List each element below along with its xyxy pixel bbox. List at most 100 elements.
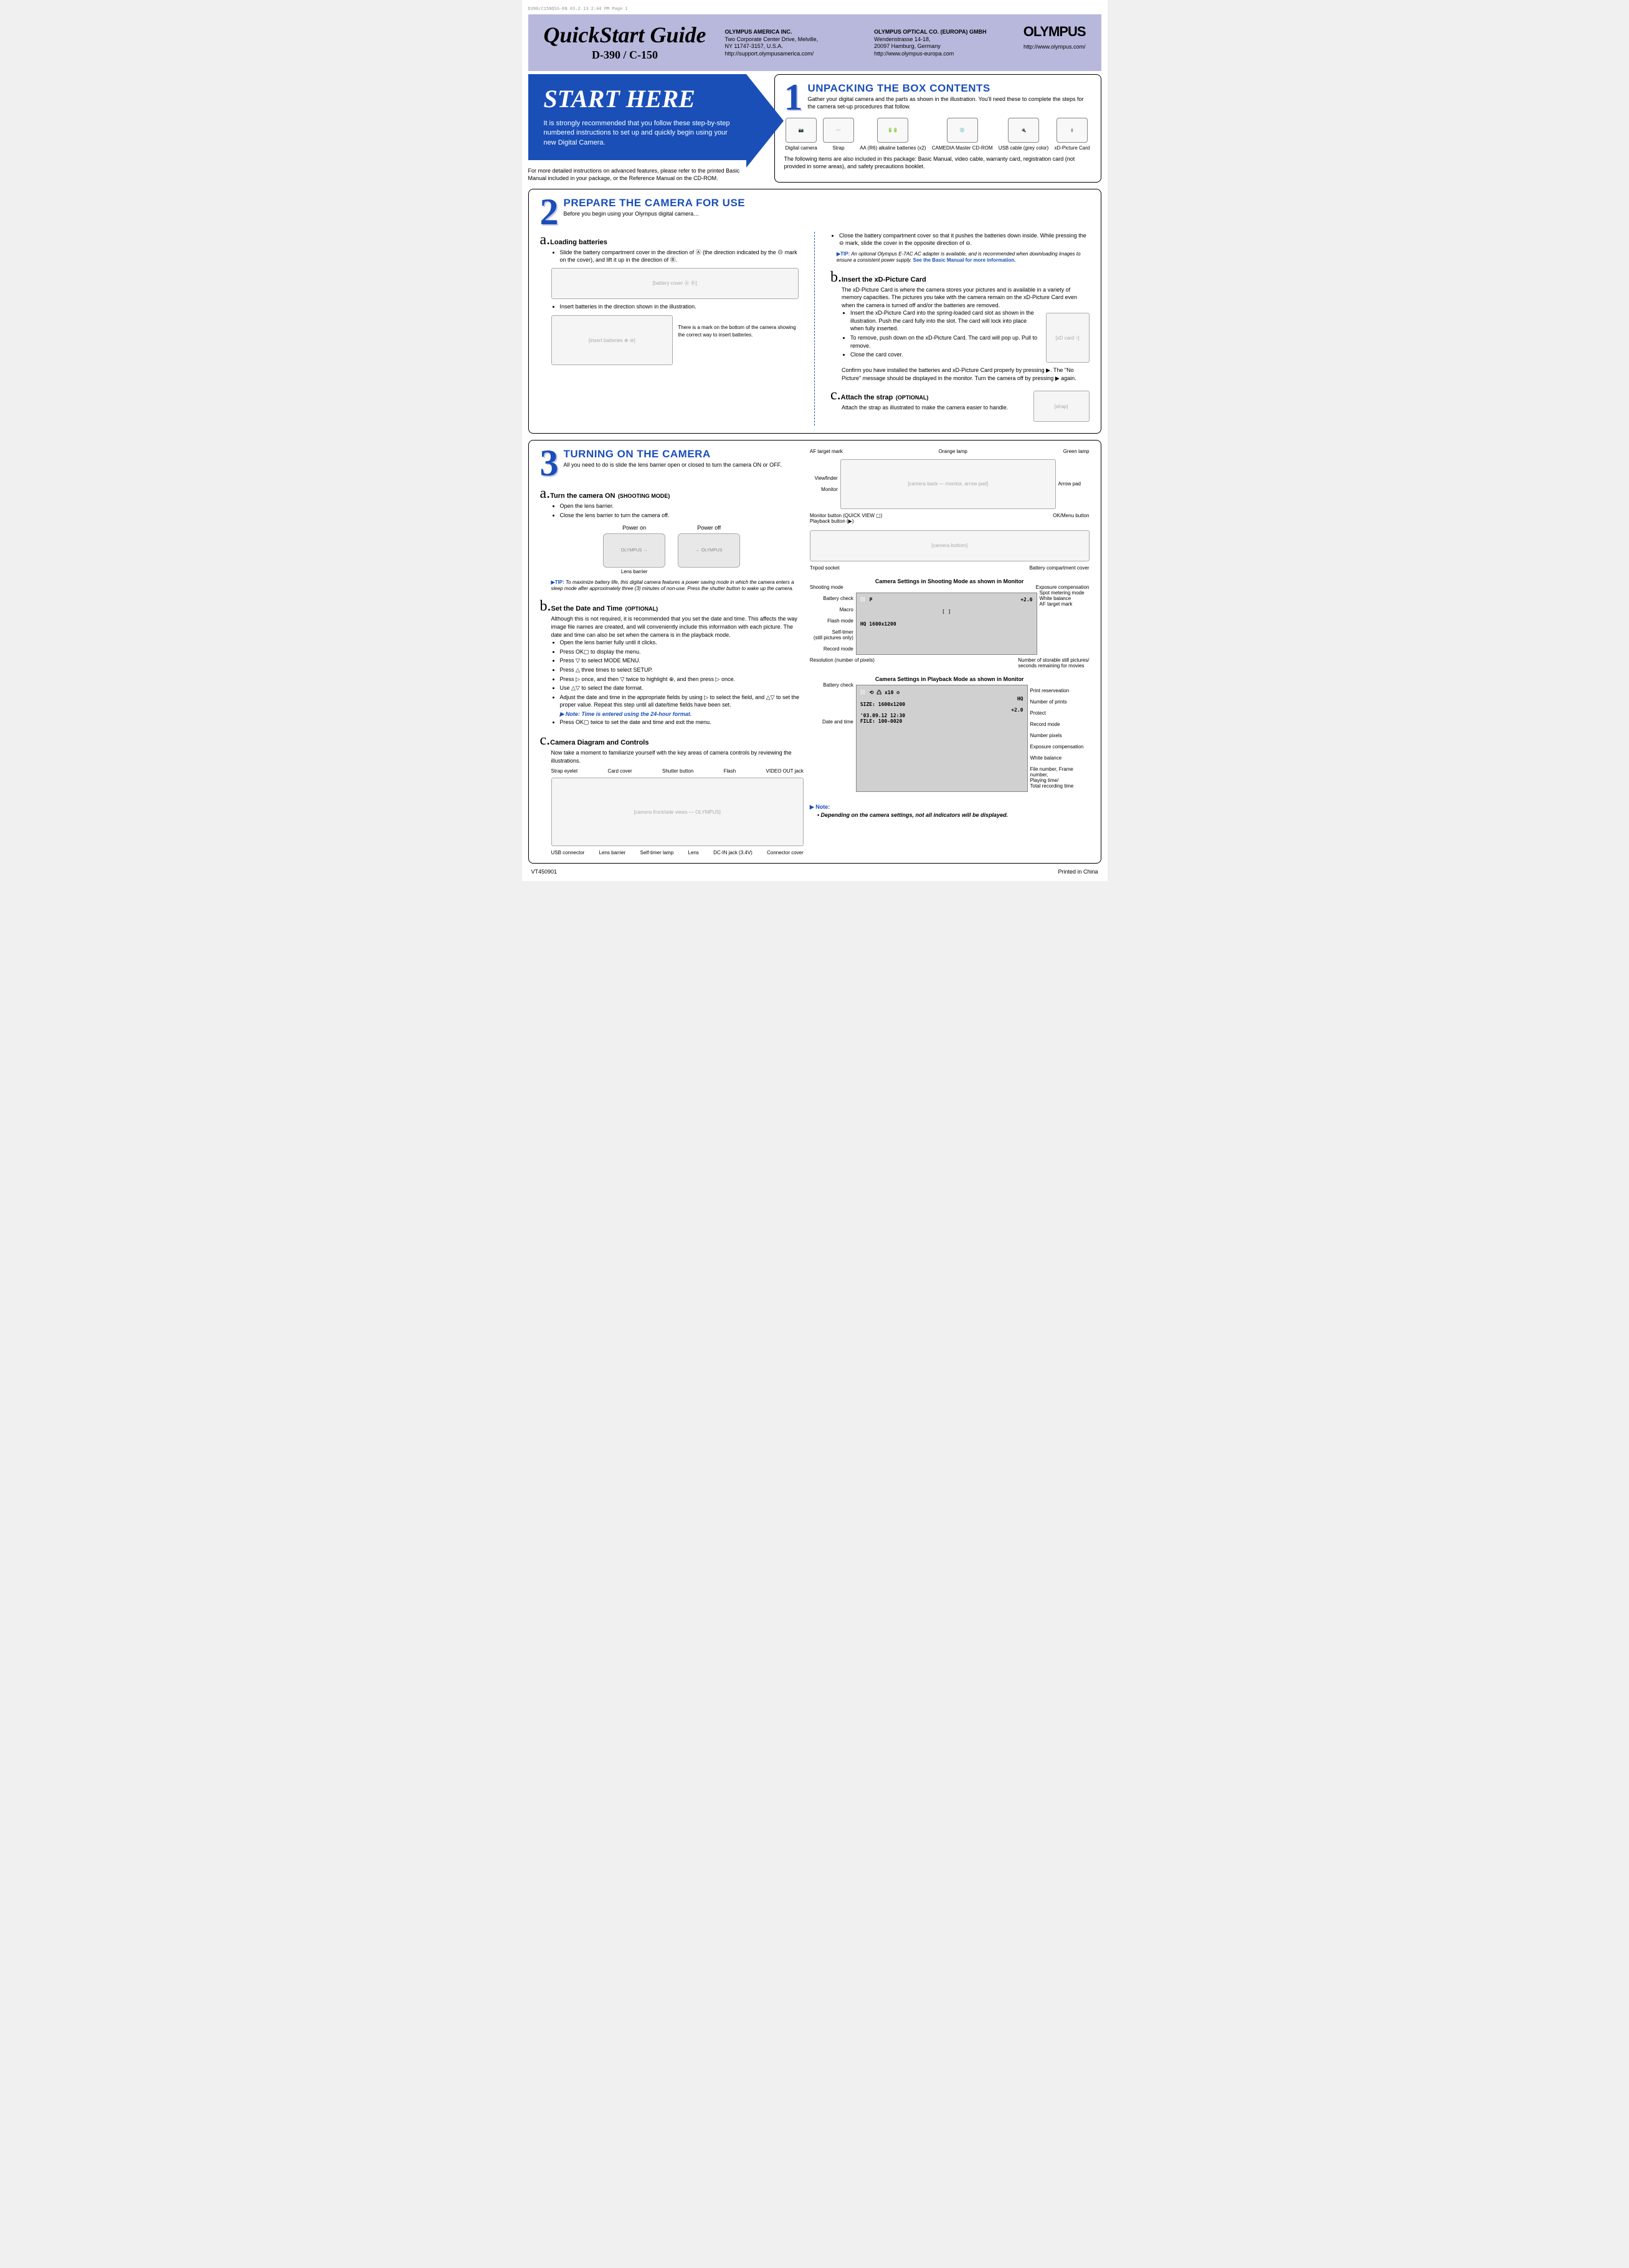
a-step-2: Insert batteries in the direction shown … <box>560 303 799 311</box>
box-contents-row: 📷Digital camera 〰Strap 🔋🔋AA (R6) alkalin… <box>784 118 1091 151</box>
screen-row: SIZE: 1600x1200 <box>860 702 905 707</box>
shoot-label: Spot metering mode <box>1040 590 1090 596</box>
screen-row: ⬜ ⟲ 凸 x10 ⊘ <box>860 690 900 695</box>
sub-3c: c. <box>540 732 551 748</box>
addr2-name: OLYMPUS OPTICAL CO. (EUROPA) GMBH <box>874 29 986 35</box>
3b-step: Press △ three times to select SETUP. <box>560 666 804 674</box>
section-3: 3 TURNING ON THE CAMERA All you need to … <box>528 440 1101 864</box>
back-label: Orange lamp <box>939 448 967 455</box>
back-label-left: Viewfinder Monitor <box>810 475 838 492</box>
3b-step: Use △▽ to select the date format. <box>560 684 804 692</box>
3b-step: Press ▽ to select MODE MENU. <box>560 657 804 665</box>
play-label: Battery check <box>810 682 853 688</box>
vf-label: Viewfinder <box>810 475 838 481</box>
item-label: xD-Picture Card <box>1054 145 1090 151</box>
play-label: Protect <box>1030 710 1090 716</box>
sub-c: c. <box>830 387 841 403</box>
screen-row: HQ 1600x1200 <box>860 621 896 627</box>
arrow-pad-label: Arrow pad <box>1058 481 1090 487</box>
power-row: Power on OLYMPUS → Lens barrier Power of… <box>540 525 804 574</box>
b-confirm: Confirm you have installed the batteries… <box>842 366 1090 382</box>
address-europe: OLYMPUS OPTICAL CO. (EUROPA) GMBH Wenden… <box>874 29 1005 58</box>
section-2-title: PREPARE THE CAMERA FOR USE <box>540 197 1090 209</box>
play-label: Number pixels <box>1030 733 1090 738</box>
screen-row: +2.0 <box>1020 597 1032 603</box>
header-band: QuickStart Guide D-390 / C-150 OLYMPUS A… <box>528 14 1101 71</box>
close-cover-step: Close the battery compartment cover so t… <box>839 232 1090 247</box>
3a-step-1: Open the lens barrier. <box>560 502 804 510</box>
bottom-label: DC-IN jack (3.4V) <box>713 850 753 855</box>
front-label: Shutter button <box>662 768 693 774</box>
screen-row: ⬜ P <box>860 597 873 603</box>
3b-last-step: Press OK▢ twice to set the date and time… <box>560 718 804 727</box>
section-1-intro: Gather your digital camera and the parts… <box>784 96 1091 110</box>
section-1-footnote: The following items are also included in… <box>784 156 1091 170</box>
ok-btn-label: OK/Menu button <box>1053 513 1089 524</box>
bottom-label: USB connector <box>551 850 585 855</box>
card-icon: ▮ <box>1057 118 1088 143</box>
play-left-labels: Battery check Date and time <box>810 682 853 794</box>
b-step-2: To remove, push down on the xD-Picture C… <box>850 334 1041 350</box>
play-label: Exposure compensation <box>1030 744 1090 750</box>
start-note: For more detailed instructions on advanc… <box>528 168 771 182</box>
sub-b: b. <box>830 269 842 285</box>
sub-3b-body: Although this is not required, it is rec… <box>551 615 804 726</box>
3a-step-2: Close the lens barrier to turn the camer… <box>560 512 804 520</box>
screen-row: FILE: 100-0020 <box>860 718 902 724</box>
start-text: It is strongly recommended that you foll… <box>544 119 731 148</box>
battery-icon: 🔋🔋 <box>877 118 908 143</box>
sub-b-head: Insert the xD-Picture Card <box>842 276 926 284</box>
power-off-illustration: ← OLYMPUS <box>678 533 740 568</box>
screen-row: +2.0 <box>1011 707 1023 713</box>
camera-icon: 📷 <box>786 118 817 143</box>
play-label: File number, Frame number, Playing time/… <box>1030 766 1090 789</box>
b-step-3: Close the card cover. <box>850 351 1041 359</box>
play-label: Record mode <box>1030 722 1090 727</box>
section-1-number: 1 <box>784 82 803 112</box>
note-text: Depending on the camera settings, not al… <box>821 812 1009 818</box>
title-block: QuickStart Guide D-390 / C-150 <box>544 24 706 62</box>
item-label: AA (R6) alkaline batteries (x2) <box>860 145 926 151</box>
sub-a: a. <box>540 232 551 248</box>
back-view-labels-top: AF target mark Orange lamp Green lamp <box>810 448 1090 455</box>
bottom-label: Lens barrier <box>599 850 626 855</box>
tip-battery: ▶TIP: To maximize battery life, this dig… <box>551 579 804 593</box>
mon-label: Monitor <box>810 487 838 492</box>
item-batteries: 🔋🔋 AA (R6) alkaline batteries (x2) <box>860 118 926 151</box>
tripod-label: Tripod socket <box>810 565 840 571</box>
bottom-label: Self-timer lamp <box>640 850 674 855</box>
play-right-labels: Print reserveation Number of prints Prot… <box>1030 682 1090 794</box>
footer-right: Printed in China <box>1058 869 1098 875</box>
item-camera: 📷Digital camera <box>786 118 817 151</box>
item-usb: 🔌USB cable (grey color) <box>999 118 1048 151</box>
sub-3a-body: Open the lens barrier. Close the lens ba… <box>551 502 804 519</box>
shoot-label: Flash mode <box>810 618 853 624</box>
section-3-left: 3 TURNING ON THE CAMERA All you need to … <box>540 448 804 855</box>
shoot-top-labels: Shooting mode Exposure compensation <box>810 584 1090 590</box>
shoot-label: White balance <box>1040 596 1090 601</box>
monitor-btn-label: Monitor button (QUICK VIEW ▢) Playback b… <box>810 513 882 524</box>
camera-bottom-illustration: [camera bottom] <box>810 530 1090 561</box>
shoot-right-labels: Spot metering mode White balance AF targ… <box>1040 590 1090 657</box>
power-on-label: Power on <box>622 525 646 531</box>
3c-intro: Now take a moment to familiarize yoursel… <box>551 749 804 765</box>
b-step-1: Insert the xD-Picture Card into the spri… <box>850 309 1041 333</box>
brand-logo: OLYMPUS <box>1023 24 1086 40</box>
shoot-label: Resolution (number of pixels) <box>810 657 875 669</box>
power-on-item: Power on OLYMPUS → Lens barrier <box>603 525 665 574</box>
battery-caption: There is a mark on the bottom of the cam… <box>678 312 799 338</box>
play-label: Date and time <box>810 719 853 725</box>
sub-b-body: The xD-Picture Card is where the camera … <box>842 286 1090 383</box>
note-label: Note: <box>815 804 830 810</box>
section-2-intro: Before you begin using your Olympus digi… <box>540 211 1090 218</box>
shoot-label: Macro <box>810 607 853 612</box>
strap-illustration: [strap] <box>1033 391 1090 422</box>
footer-left: VT450901 <box>531 869 558 875</box>
sub-3c-head: Camera Diagram and Controls <box>550 739 648 746</box>
shoot-label: Battery check <box>810 596 853 601</box>
section-2-left: a.Loading batteries Slide the battery co… <box>540 232 799 426</box>
3b-step: Press OK▢ to display the menu. <box>560 648 804 656</box>
sub-3a-opt: (SHOOTING MODE) <box>618 493 670 499</box>
tip-3a-text: To maximize battery life, this digital c… <box>551 579 794 591</box>
sub-c-opt: (OPTIONAL) <box>896 394 929 401</box>
